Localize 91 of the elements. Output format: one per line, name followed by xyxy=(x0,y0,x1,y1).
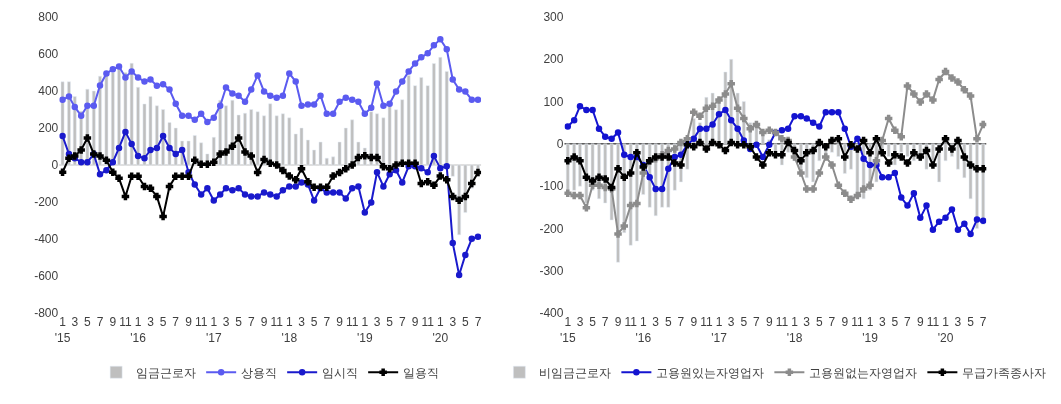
x-tick-label: 9 xyxy=(336,315,344,329)
x-tick-label: 3 xyxy=(298,315,306,329)
y-tick-label: -200 xyxy=(34,195,59,210)
x-tick-label: 9 xyxy=(260,315,268,329)
x-tick-label: 3 xyxy=(576,315,584,329)
y-tick-label: 600 xyxy=(38,47,59,62)
x-tick-label: 7 xyxy=(172,315,180,329)
x-tick-label: 3 xyxy=(954,315,962,329)
y-tick-label: 0 xyxy=(556,137,564,152)
y-tick-label: -800 xyxy=(34,306,59,321)
x-tick-label: 1 '19 xyxy=(862,315,879,345)
x-tick-label: 11 xyxy=(345,315,359,329)
x-tick-label: 7 xyxy=(979,315,987,329)
x-tick-label: 9 xyxy=(109,315,117,329)
x-tick-label: 1 '19 xyxy=(356,315,373,345)
y-tick-label: -600 xyxy=(34,269,59,284)
legend-label: 고용원없는자영업자 xyxy=(809,365,918,380)
x-tick-label: 7 xyxy=(247,315,255,329)
x-tick-label: 11 xyxy=(624,315,638,329)
x-tick-label: 5 xyxy=(235,315,243,329)
x-tick-label: 9 xyxy=(690,315,698,329)
x-tick-label: 9 xyxy=(411,315,419,329)
y-tick-label: -400 xyxy=(34,232,59,247)
x-tick-label: 11 xyxy=(270,315,284,329)
x-tick-label: 5 xyxy=(740,315,748,329)
x-tick-label: 5 xyxy=(815,315,823,329)
x-tick-label: 7 xyxy=(601,315,609,329)
x-tick-label: 5 xyxy=(159,315,167,329)
x-tick-label: 3 xyxy=(449,315,457,329)
x-tick-label: 7 xyxy=(323,315,331,329)
y-tick-label: 200 xyxy=(543,52,564,67)
x-tick-label: 5 xyxy=(310,315,318,329)
y-tick-label: 200 xyxy=(38,121,59,136)
x-tick-label: 3 xyxy=(147,315,155,329)
x-tick-label: 7 xyxy=(753,315,761,329)
x-tick-label: 5 xyxy=(386,315,394,329)
x-tick-label: 11 xyxy=(700,315,713,329)
x-tick-label: 1 '20 xyxy=(432,315,449,345)
x-tick-label: 3 xyxy=(727,315,735,329)
y-tick-label: 800 xyxy=(38,10,59,25)
x-tick-label: 5 xyxy=(84,315,92,329)
legend-label: 일용직 xyxy=(403,365,440,380)
x-tick-label: 7 xyxy=(398,315,406,329)
x-tick-label: 1 '20 xyxy=(937,315,954,345)
x-tick-label: 3 xyxy=(652,315,660,329)
y-tick-label: 300 xyxy=(543,10,564,25)
y-tick-label: 400 xyxy=(38,84,59,99)
x-tick-label: 1 '16 xyxy=(635,315,652,345)
x-tick-label: 11 xyxy=(926,315,940,329)
x-tick-label: 3 xyxy=(373,315,381,329)
x-tick-label: 3 xyxy=(71,315,79,329)
x-tick-label: 7 xyxy=(828,315,836,329)
legend-label: 무급가족종사자 xyxy=(962,365,1047,380)
x-tick-label: 9 xyxy=(765,315,773,329)
y-tick-label: -300 xyxy=(539,263,564,278)
x-tick-label: 11 xyxy=(119,315,132,329)
x-tick-label: 1 '16 xyxy=(130,315,147,345)
x-tick-label: 7 xyxy=(474,315,482,329)
legend-label: 고용원있는자영업자 xyxy=(656,365,765,380)
x-tick-label: 3 xyxy=(222,315,230,329)
x-tick-label: 5 xyxy=(967,315,975,329)
x-tick-label: 9 xyxy=(185,315,193,329)
x-tick-label: 11 xyxy=(851,315,864,329)
x-tick-label: 11 xyxy=(421,315,435,329)
legend-label: 임시직 xyxy=(322,365,359,380)
legend-label: 임금근로자 xyxy=(136,365,197,380)
y-tick-label: 0 xyxy=(51,158,59,173)
x-tick-label: 9 xyxy=(916,315,924,329)
x-tick-label: 1 '18 xyxy=(786,315,803,345)
x-tick-label: 1 '17 xyxy=(711,315,728,345)
x-tick-label: 5 xyxy=(891,315,899,329)
y-tick-label: -400 xyxy=(539,306,564,321)
x-tick-label: 7 xyxy=(96,315,104,329)
legend-label: 비임금근로자 xyxy=(539,365,612,380)
x-tick-label: 7 xyxy=(677,315,685,329)
x-tick-label: 5 xyxy=(664,315,672,329)
x-tick-label: 11 xyxy=(194,315,208,329)
x-tick-label: 3 xyxy=(803,315,811,329)
y-tick-label: 100 xyxy=(543,94,564,109)
x-tick-label: 1 '17 xyxy=(205,315,222,345)
x-tick-label: 9 xyxy=(841,315,849,329)
x-tick-label: 11 xyxy=(775,315,789,329)
y-tick-label: -200 xyxy=(539,221,564,236)
x-tick-label: 7 xyxy=(904,315,912,329)
x-tick-label: 3 xyxy=(878,315,886,329)
x-tick-label: 1 '18 xyxy=(281,315,298,345)
x-tick-label: 5 xyxy=(589,315,597,329)
x-tick-label: 5 xyxy=(462,315,470,329)
x-tick-label: 9 xyxy=(614,315,622,329)
legend-label: 상용직 xyxy=(241,365,278,380)
y-tick-label: -100 xyxy=(539,179,564,194)
